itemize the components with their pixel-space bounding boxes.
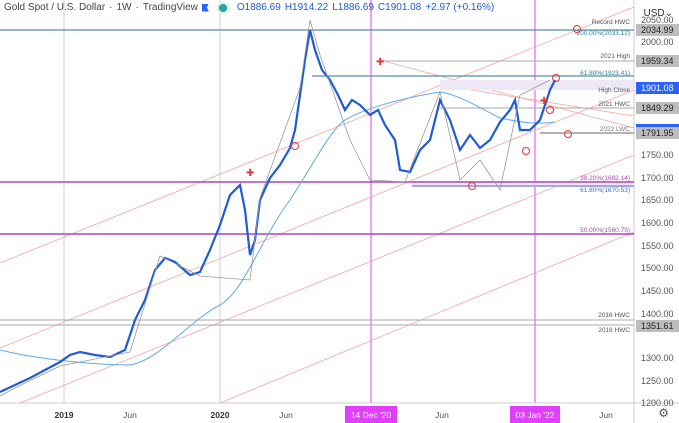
svg-text:1849.29: 1849.29 (641, 103, 674, 113)
price-tags: 2034.99 1959.34 1901.08 1849.29 1791.95 … (636, 24, 679, 332)
svg-text:03 Jan '22: 03 Jan '22 (516, 410, 555, 420)
svg-text:2020: 2020 (211, 410, 230, 420)
svg-text:1700.00: 1700.00 (641, 173, 674, 183)
pivot-markers (291, 25, 581, 190)
svg-text:1600.00: 1600.00 (641, 218, 674, 228)
svg-text:1200.00: 1200.00 (641, 398, 674, 408)
svg-text:1500.00: 1500.00 (641, 263, 674, 273)
open-value: 1886.69 (244, 2, 281, 13)
svg-text:Record HWC: Record HWC (592, 19, 631, 26)
svg-text:38.20%(1682.14): 38.20%(1682.14) (580, 175, 630, 182)
arrow-markers: ✚ ✚ ✚ (246, 57, 548, 179)
close-value: 1901.08 (385, 2, 422, 13)
high-value: 1914.22 (292, 2, 329, 13)
currency-label: USD (643, 8, 665, 19)
svg-text:1450.00: 1450.00 (641, 286, 674, 296)
svg-text:14 Dec '20: 14 Dec '20 (351, 410, 392, 420)
currency-selector[interactable]: USD⌄ (643, 8, 673, 19)
date-markers (370, 0, 536, 403)
svg-text:Jun: Jun (123, 410, 137, 420)
svg-text:2021 HWC: 2021 HWC (598, 101, 630, 108)
svg-text:2016 HWC: 2016 HWC (598, 312, 630, 319)
moving-average-line (0, 91, 556, 366)
chevron-down-icon: ⌄ (664, 8, 673, 19)
svg-text:1750.00: 1750.00 (641, 150, 674, 160)
low-value: 1886.69 (337, 2, 374, 13)
svg-text:1901.08: 1901.08 (641, 83, 674, 93)
candles (0, 19, 556, 397)
svg-text:1791.95: 1791.95 (641, 128, 674, 138)
ohlc-open: O1886.69 (236, 2, 281, 13)
svg-text:2034.99: 2034.99 (641, 25, 674, 35)
svg-text:2018 HWC: 2018 HWC (598, 327, 630, 334)
source-label: TradingView (142, 2, 198, 13)
ohlc-high: H1914.22 (284, 2, 329, 13)
svg-text:2000.00: 2000.00 (641, 37, 674, 47)
ohlc-change: +2.97 (+0.16%) (425, 2, 495, 13)
grid-lines (63, 0, 221, 403)
svg-text:Jun: Jun (599, 410, 613, 420)
svg-text:-200.00%(2033.12): -200.00%(2033.12) (574, 30, 630, 37)
symbol-name: Gold Spot / U.S. Dollar (4, 2, 106, 13)
svg-text:1351.61: 1351.61 (641, 321, 674, 331)
svg-text:2021 High: 2021 High (600, 53, 630, 60)
svg-text:Jun: Jun (279, 410, 293, 420)
level-labels: Record HWC -200.00%(2033.12) 2021 High 6… (574, 19, 630, 334)
svg-text:1400.00: 1400.00 (641, 309, 674, 319)
market-status-icon (218, 3, 227, 12)
svg-text:Jun: Jun (435, 410, 449, 420)
svg-text:1959.34: 1959.34 (641, 56, 674, 66)
svg-text:61.80%(1670.53): 61.80%(1670.53) (580, 187, 630, 194)
horizontal-levels (0, 29, 634, 326)
svg-text:2022 LWC: 2022 LWC (600, 126, 631, 133)
svg-text:50.00%(1560.75): 50.00%(1560.75) (580, 227, 630, 234)
gear-icon[interactable]: ⚙ (658, 406, 669, 420)
svg-text:✚: ✚ (376, 57, 384, 68)
svg-text:✚: ✚ (540, 96, 548, 107)
price-axis[interactable]: 2050.00 2000.00 1750.00 1700.00 1650.00 … (641, 15, 674, 408)
svg-text:61.80%(1923.41): 61.80%(1923.41) (580, 70, 630, 77)
time-axis[interactable]: 2019 Jun 2020 Jun 14 Dec '20 Jun 03 Jan … (55, 406, 614, 423)
svg-text:1250.00: 1250.00 (641, 376, 674, 386)
flag-icon[interactable] (201, 3, 209, 12)
svg-text:2050.00: 2050.00 (641, 15, 674, 25)
svg-text:2019: 2019 (55, 410, 74, 420)
trend-channel (0, 6, 635, 404)
chart-header: Gold Spot / U.S. Dollar · 1W · TradingVi… (4, 2, 495, 13)
svg-text:1550.00: 1550.00 (641, 241, 674, 251)
ohlc-low: L1886.69 (332, 2, 374, 13)
interval[interactable]: 1W (116, 2, 132, 13)
svg-text:✚: ✚ (246, 168, 254, 179)
ohlc-close: C1901.08 (377, 2, 422, 13)
svg-text:High Close: High Close (598, 87, 630, 94)
svg-text:1300.00: 1300.00 (641, 353, 674, 363)
svg-text:1650.00: 1650.00 (641, 195, 674, 205)
